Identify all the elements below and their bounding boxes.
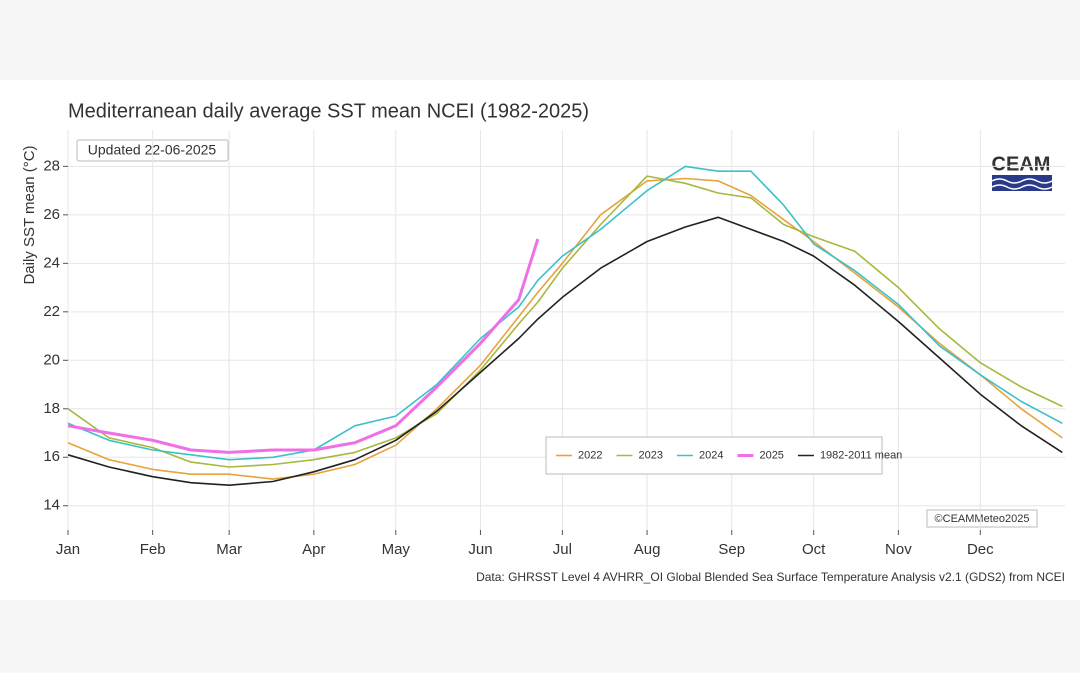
- y-tick-label: 16: [43, 448, 60, 465]
- series-line: [67, 238, 540, 454]
- series-line: [67, 177, 1063, 480]
- legend-label: 2024: [699, 449, 723, 461]
- logo: CEAM: [992, 153, 1051, 175]
- y-tick-label: 26: [43, 206, 60, 223]
- y-tick-label: 14: [43, 497, 60, 514]
- x-tick-label: Apr: [302, 541, 325, 558]
- chart-title: Mediterranean daily average SST mean NCE…: [68, 100, 589, 122]
- updated-label: Updated 22-06-2025: [88, 142, 217, 158]
- y-tick-label: 24: [43, 254, 60, 271]
- source-note: Data: GHRSST Level 4 AVHRR_OI Global Ble…: [476, 570, 1065, 584]
- y-tick-label: 18: [43, 400, 60, 417]
- x-tick-label: Jan: [56, 541, 80, 558]
- x-tick-label: Feb: [140, 541, 166, 558]
- logo-wave-lines: [991, 178, 1053, 190]
- legend-box: [545, 436, 883, 475]
- y-tick-label: 20: [43, 351, 60, 368]
- legend-label: 2025: [759, 449, 783, 461]
- series-line: [67, 165, 1063, 461]
- x-tick-label: Sep: [718, 541, 745, 558]
- x-tick-label: May: [382, 541, 411, 558]
- y-tick-label: 22: [43, 303, 60, 320]
- series-line: [67, 216, 1063, 486]
- copyright-box: [926, 509, 1038, 528]
- x-tick-label: Oct: [802, 541, 826, 558]
- x-tick-label: Nov: [885, 541, 912, 558]
- x-tick-label: Aug: [634, 541, 661, 558]
- copyright: ©CEAMMeteo2025: [935, 513, 1030, 525]
- legend-label: 2022: [578, 449, 602, 461]
- x-tick-label: Mar: [216, 541, 242, 558]
- legend-label: 1982-2011 mean: [820, 449, 902, 461]
- y-tick-label: 28: [43, 157, 60, 174]
- y-axis-label: Daily SST mean (°C): [21, 145, 38, 284]
- x-tick-label: Jun: [468, 541, 492, 558]
- series-line: [67, 175, 1063, 468]
- x-tick-label: Jul: [553, 541, 572, 558]
- x-tick-label: Dec: [967, 541, 994, 558]
- legend-label: 2023: [638, 449, 662, 461]
